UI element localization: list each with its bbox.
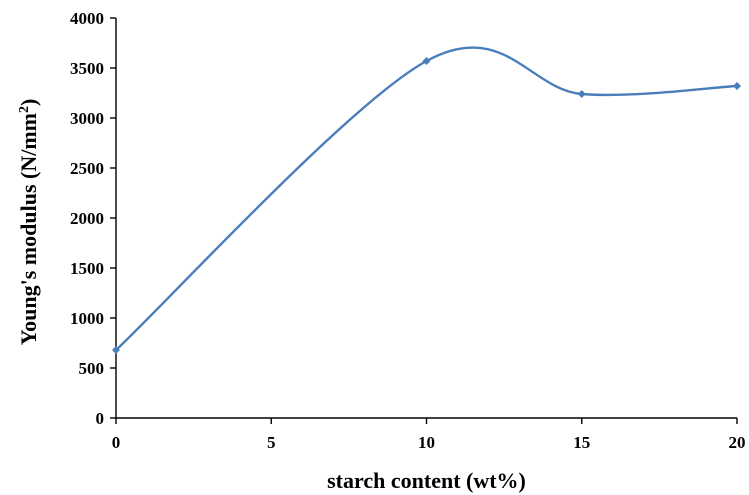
y-tick-label: 1500 bbox=[70, 259, 104, 278]
y-axis-title-superscript: 2 bbox=[17, 106, 32, 113]
axes bbox=[115, 18, 737, 419]
y-tick-label: 2500 bbox=[70, 159, 104, 178]
x-tick-label: 20 bbox=[729, 433, 746, 452]
y-axis-title: Young's modulus (N/mm2) bbox=[16, 99, 41, 346]
y-tick-label: 3500 bbox=[70, 59, 104, 78]
y-tick-label: 500 bbox=[79, 359, 105, 378]
y-tick-label: 3000 bbox=[70, 109, 104, 128]
y-tick-label: 2000 bbox=[70, 209, 104, 228]
x-tick-label: 10 bbox=[418, 433, 435, 452]
y-axis-title-main: Young's modulus (N/mm bbox=[16, 113, 41, 345]
series-line bbox=[115, 46, 738, 351]
y-tick-label: 1000 bbox=[70, 309, 104, 328]
y-ticks: 0 500 1000 1500 2000 2500 3000 3500 4000 bbox=[70, 9, 116, 428]
x-ticks: 0 5 10 15 20 bbox=[112, 418, 746, 452]
x-tick-label: 15 bbox=[573, 433, 590, 452]
data-point-marker bbox=[112, 346, 120, 354]
data-point-marker bbox=[733, 82, 741, 90]
x-tick-label: 5 bbox=[267, 433, 276, 452]
data-point-marker bbox=[577, 90, 586, 98]
y-tick-label: 4000 bbox=[70, 9, 104, 28]
y-axis-title-end: ) bbox=[16, 99, 41, 106]
y-tick-label: 0 bbox=[96, 409, 105, 428]
x-tick-label: 0 bbox=[112, 433, 121, 452]
x-axis-title: starch content (wt%) bbox=[327, 468, 526, 493]
series-markers bbox=[112, 57, 741, 354]
data-point-marker bbox=[422, 57, 431, 65]
